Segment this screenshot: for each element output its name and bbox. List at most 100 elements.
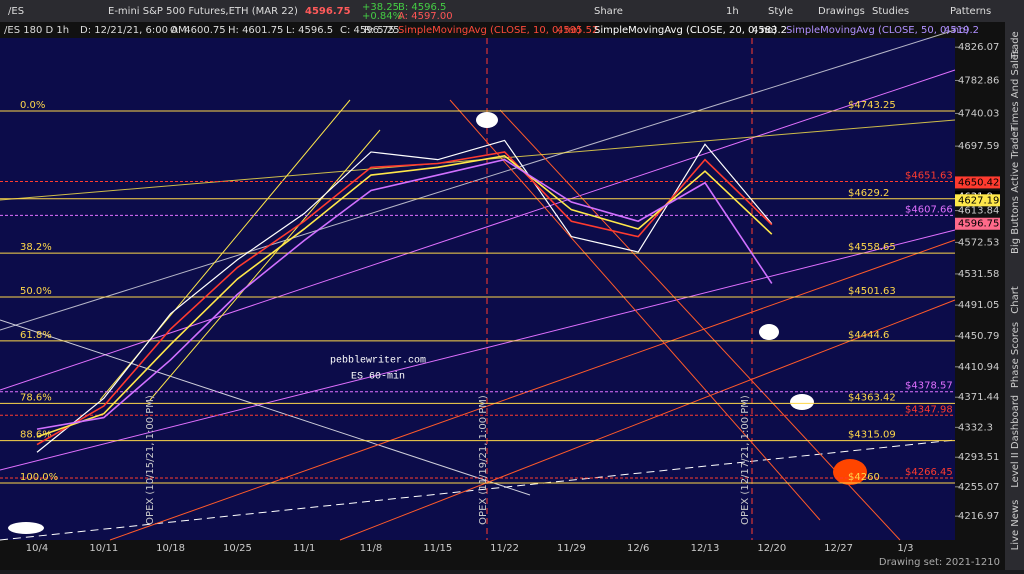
level-label: $4266.45 (905, 467, 953, 478)
symbol[interactable]: /ES (8, 6, 24, 17)
annotation: pebblewriter.com (330, 355, 426, 367)
fib-label: 38.2% (20, 242, 52, 253)
sidebar-tab[interactable]: Live News (1010, 500, 1021, 551)
y-tick-label: 4826.07 (958, 42, 999, 53)
sidebar-tab[interactable]: Dashboard (1010, 395, 1021, 449)
y-tick-label: 4293.51 (958, 452, 999, 463)
bar-date: D: 12/21/21, 6:00 AM (80, 25, 187, 36)
fib-label: 0.0% (20, 100, 45, 111)
price-tag-label: 4596.75 (958, 219, 999, 230)
sidebar-tab[interactable]: Big Buttons (1010, 196, 1021, 254)
x-tick-label: 12/20 (757, 543, 786, 554)
study-legend: 4595.52 (557, 25, 598, 36)
y-tick-label: 4255.07 (958, 482, 999, 493)
last-price: 4596.75 (305, 6, 351, 17)
x-tick-label: 11/29 (557, 543, 586, 554)
toolbar-button[interactable]: Style (768, 6, 793, 17)
sidebar-tab[interactable]: Chart (1010, 286, 1021, 314)
chart: 4826.07 4782.86 4740.03 4697.59 4613.84 4572.… (0, 42, 1000, 554)
y-tick-label: 4697.59 (958, 141, 999, 152)
level-label: $4629.2 (848, 188, 889, 199)
level-label: $4378.57 (905, 381, 953, 392)
bid: B: 4596.5 (398, 2, 446, 13)
y-tick-label: 4782.86 (958, 75, 999, 86)
ask: A: 4597.00 (398, 11, 453, 22)
fib-label: 50.0% (20, 286, 52, 297)
level-label: $4501.63 (848, 286, 896, 297)
level-label: $4347.98 (905, 404, 953, 415)
level-label: $4444.6 (848, 330, 889, 341)
level-label: $4363.42 (848, 392, 896, 403)
fib-label: 100.0% (20, 472, 58, 483)
level-label: $4558.65 (848, 242, 896, 253)
series-line (36, 139, 773, 453)
x-tick-label: 12/27 (824, 543, 853, 554)
toolbar-button[interactable]: 1h (726, 6, 739, 17)
sidebar-tab[interactable]: Active Trader (1010, 126, 1021, 192)
opex-label: OPEX (11/19/21, 1:00 PM) (478, 395, 489, 525)
info-bar (0, 22, 1005, 38)
status: Drawing set: 2021-1210 (879, 557, 1000, 568)
sidebar (1005, 22, 1024, 570)
x-tick-label: 10/11 (89, 543, 118, 554)
study-legend: SimpleMovingAvg (CLOSE, 10, 0, no) (398, 25, 581, 36)
fib-label: 61.8% (20, 330, 52, 341)
toolbar-button[interactable]: Patterns (950, 6, 991, 17)
sidebar-tab[interactable]: Phase Scores (1010, 322, 1021, 388)
y-tick-label: 4410.94 (958, 362, 999, 373)
ohlc: R: 5.25 (364, 25, 399, 36)
ohlc: C: 4596.75 (340, 25, 395, 36)
level-label: $4651.63 (905, 170, 953, 181)
series-line (36, 154, 773, 438)
price-tag (955, 194, 1000, 207)
y-tick-label: 4491.05 (958, 300, 999, 311)
price-tag (955, 176, 1000, 189)
toolbar (0, 0, 1024, 22)
x-tick-label: 12/13 (691, 543, 720, 554)
sidebar-tab[interactable]: Level II (1010, 452, 1021, 487)
y-tick-label: 4740.03 (958, 108, 999, 119)
price-tag (955, 217, 1000, 230)
x-tick-label: 12/6 (627, 543, 649, 554)
series-line (36, 151, 773, 446)
annotation: ES 60-min (351, 371, 405, 383)
ohlc: L: 4596.5 (286, 25, 333, 36)
sidebar-tab[interactable]: Trade (1010, 31, 1021, 59)
y-tick-label: 4613.84 (958, 206, 999, 217)
y-axis (955, 38, 1005, 540)
opex-label: OPEX (10/15/21, 1:00 PM) (145, 395, 156, 525)
opex-label: OPEX (12/17/21, 1:00 PM) (740, 395, 751, 525)
y-tick-label: 4572.53 (958, 237, 999, 248)
ohlc: O: 4600.75 (170, 25, 226, 36)
y-tick-label: 4371.44 (958, 392, 999, 403)
study-legend: 4583.2 (752, 25, 787, 36)
x-tick-label: 11/8 (360, 543, 382, 554)
x-axis (0, 540, 1005, 570)
y-tick-label: 4332.3 (958, 422, 993, 433)
toolbar-button[interactable]: Studies (872, 6, 909, 17)
level-label: $4743.25 (848, 100, 896, 111)
x-tick-label: 11/22 (490, 543, 519, 554)
x-tick-label: 11/15 (423, 543, 452, 554)
toolbar-button[interactable]: Drawings (818, 6, 865, 17)
description: E-mini S&P 500 Futures,ETH (MAR 22) (108, 6, 298, 17)
price-tag-label: 4627.19 (958, 195, 999, 206)
study-legend: 4519.2 (944, 25, 979, 36)
toolbar-button[interactable]: Share (594, 6, 623, 17)
ohlc: H: 4601.75 (228, 25, 283, 36)
level-label: $4315.09 (848, 430, 896, 441)
y-tick-label: 4450.79 (958, 331, 999, 342)
sidebar-tab[interactable]: Times And Sales (1010, 49, 1021, 132)
study-legend: SimpleMovingAvg (CLOSE, 50, 0, no) (786, 25, 969, 36)
x-tick-label: 10/4 (26, 543, 48, 554)
study-legend: SimpleMovingAvg (CLOSE, 20, 0, no) (594, 25, 777, 36)
x-tick-label: 11/1 (293, 543, 315, 554)
x-tick-label: 10/18 (156, 543, 185, 554)
x-tick-label: 10/25 (223, 543, 252, 554)
level-label: $4607.66 (905, 204, 953, 215)
change: +38.25 (362, 2, 399, 13)
series-line (36, 158, 773, 430)
price-tag-label: 4650.42 (958, 177, 999, 188)
